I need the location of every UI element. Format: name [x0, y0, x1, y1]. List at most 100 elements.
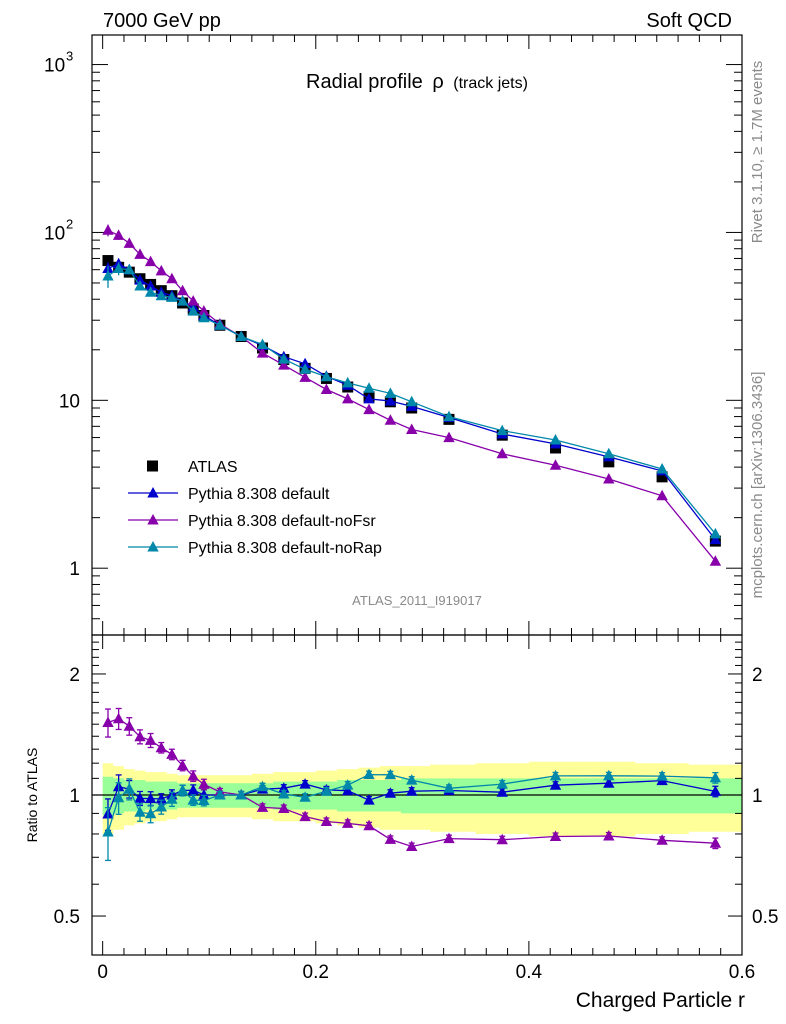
ratio-marker [235, 789, 247, 800]
ratio-y-tick-label-right: 2 [752, 665, 763, 686]
series-marker [134, 248, 146, 259]
ratio-marker [102, 716, 114, 727]
series-marker [187, 295, 199, 306]
ratio-marker [123, 720, 135, 731]
series-marker [299, 363, 311, 374]
mcplots-reference-label: mcplots.cern.ch [arXiv:1306.3436] [749, 372, 766, 599]
ratio-marker [299, 810, 311, 822]
ratio-marker [187, 770, 199, 781]
reference-marker [102, 255, 114, 267]
series-marker [363, 382, 375, 393]
ratio-marker [198, 794, 210, 805]
ratio-marker [144, 792, 157, 804]
y-tick-label: 1 [69, 559, 80, 580]
series-marker [155, 289, 167, 301]
legend-series-marker [147, 541, 159, 552]
ratio-marker [214, 789, 226, 800]
ratio-marker [406, 774, 418, 785]
ratio-marker [299, 778, 311, 789]
ratio-marker [299, 791, 311, 802]
ratio-marker [102, 826, 114, 837]
series-marker [656, 463, 668, 474]
header-left-label: 7000 GeV pp [103, 10, 221, 32]
series-layer [102, 224, 722, 862]
reference-marker [656, 471, 668, 483]
ratio-marker [363, 819, 375, 831]
ratio-marker [603, 777, 615, 788]
plot-title-symbol: ρ [432, 71, 443, 93]
legend: ATLAS Pythia 8.308 default Pythia 8.308 de… [128, 459, 382, 557]
legend-series-label: Pythia 8.308 default-noFsr [188, 513, 376, 530]
series-marker [363, 403, 375, 415]
ratio-marker [198, 778, 210, 789]
ratio-marker [496, 778, 508, 789]
ratio-marker [496, 833, 508, 845]
series-marker [278, 353, 290, 364]
series-marker [176, 284, 189, 296]
ratio-marker [549, 779, 562, 790]
series-marker [384, 414, 397, 425]
legend-series-marker [147, 514, 159, 525]
y-tick-label: 10 [59, 391, 80, 412]
series-marker [256, 347, 269, 358]
series-marker [603, 447, 615, 459]
series-marker [235, 330, 247, 341]
series-marker [166, 291, 178, 302]
ratio-y-tick-label: 1 [69, 786, 80, 807]
series-marker [102, 270, 114, 281]
series-marker [363, 392, 375, 404]
series-marker [198, 305, 210, 316]
series-marker [123, 237, 135, 248]
series-marker [603, 473, 615, 484]
series-marker [656, 489, 668, 501]
series-marker [342, 376, 354, 388]
series-marker [166, 272, 178, 284]
series-marker [155, 264, 167, 276]
x-tick-label: 0.6 [729, 962, 755, 983]
ratio-marker [278, 802, 290, 813]
ratio-marker [496, 786, 508, 797]
y-tick-label: 10 [44, 56, 65, 77]
series-marker [384, 395, 397, 406]
series-marker [176, 295, 189, 306]
series-marker [549, 434, 562, 445]
ratio-marker [363, 768, 375, 780]
series-marker [144, 286, 157, 297]
ratio-marker [144, 734, 157, 745]
series-marker [112, 262, 125, 273]
ratio-marker [603, 769, 615, 781]
ratio-y-axis-label: Ratio to ATLAS [24, 748, 40, 843]
header-right-label: Soft QCD [646, 10, 732, 32]
ratio-marker [187, 784, 199, 795]
ratio-marker [549, 830, 562, 841]
series-marker [320, 370, 333, 382]
ratio-marker [709, 785, 722, 796]
ratio-marker [443, 782, 455, 793]
x-tick-label: 0 [97, 962, 108, 983]
series-marker [144, 255, 157, 267]
series-marker [549, 459, 562, 470]
series-marker [123, 263, 135, 275]
plot-title-main: Radial profile [306, 71, 423, 93]
ratio-marker [342, 779, 354, 790]
ratio-marker [656, 770, 668, 781]
plot-title: Radial profile ρ (track jets) [306, 71, 528, 93]
series-line-main [107, 229, 716, 562]
series-marker [406, 395, 418, 407]
ratio-marker [709, 771, 722, 783]
ratio-marker [112, 791, 125, 803]
ratio-marker [256, 780, 269, 792]
legend-series-marker [147, 487, 159, 498]
x-tick-label: 0.2 [303, 962, 329, 983]
series-marker [709, 527, 722, 539]
series-2 [102, 262, 722, 862]
series-marker [214, 319, 226, 330]
series-marker [384, 387, 397, 398]
legend-series-label: Pythia 8.308 default-noRap [188, 540, 382, 557]
ratio-marker [198, 789, 210, 800]
ratio-marker [123, 783, 135, 794]
series-marker [187, 305, 199, 316]
ratio-marker [166, 793, 178, 804]
